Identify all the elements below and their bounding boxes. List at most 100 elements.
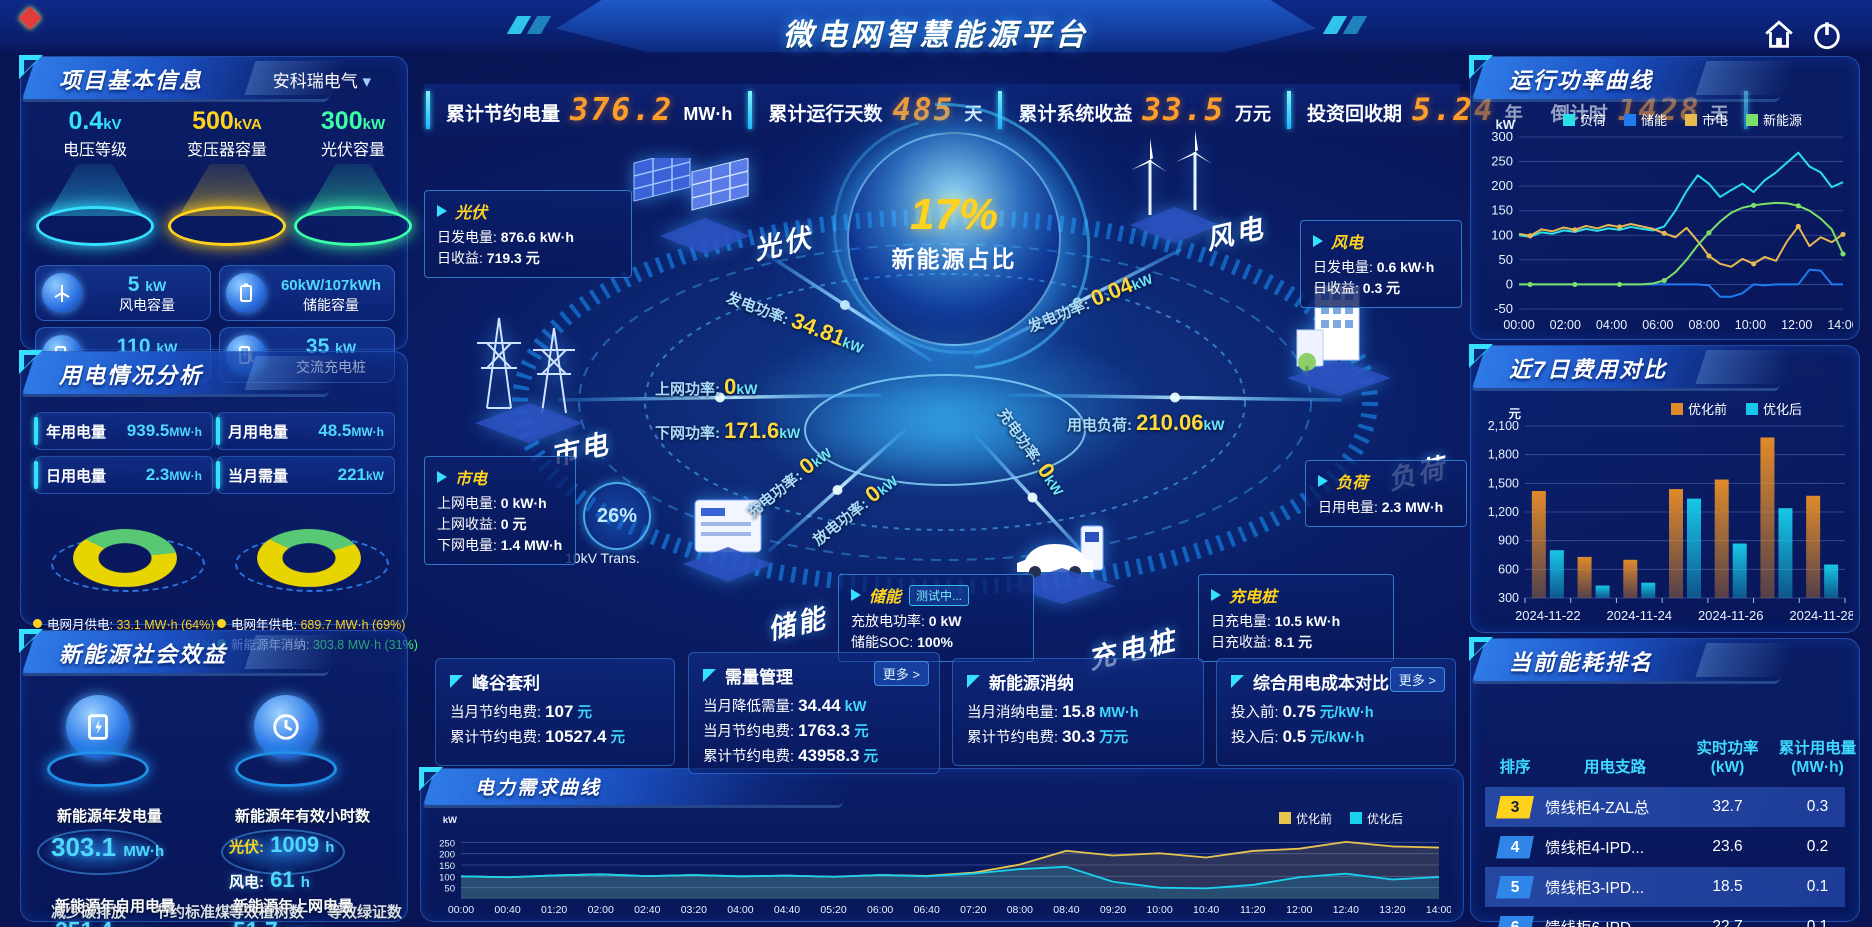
benefit-row: 当月节约电费: 1763.3 元	[703, 721, 869, 740]
coal-label: 节约标准煤	[155, 904, 231, 921]
more-button[interactable]: 更多 >	[1389, 667, 1445, 692]
flow-label-1: 上网功率: 0kW	[655, 374, 758, 399]
grid-info-title: 市电	[437, 465, 565, 489]
svg-text:04:00: 04:00	[1596, 318, 1627, 332]
cumulative-energy: 0.2	[1806, 838, 1829, 855]
branch-name: 馈线柜4-IPD...	[1545, 840, 1645, 857]
home-icon[interactable]	[1762, 18, 1796, 52]
power-analysis-body: 年用电量 939.5MW·h 月用电量 48.5MW·h 日用电量 2.3MW·h 当月需量…	[21, 398, 418, 652]
svg-text:01:20: 01:20	[541, 904, 567, 916]
spotlight-label: 变压器容量	[186, 142, 267, 159]
co2-label: 减少碳排放	[51, 904, 127, 921]
flow-label-6: 用电负荷: 210.06kW	[1067, 410, 1225, 435]
social-benefit-header: 新能源社会效益	[15, 629, 407, 675]
load-info-box: 负荷 日用电量: 2.3 MW·h	[1305, 460, 1467, 527]
consumption-donut-0	[73, 528, 177, 588]
spotlight-value: 0.4kV	[68, 107, 122, 135]
legend-dot	[217, 619, 226, 628]
metric-0: 年用电量 939.5MW·h	[34, 412, 213, 450]
rank-badge: 6	[1496, 915, 1534, 927]
info-row: 充放电功率: 0 kW	[851, 613, 962, 629]
charger-info-box: 充电桩 日充电量: 10.5 kW·h 日充收益: 8.1 元	[1198, 574, 1394, 662]
rank-badge: 3	[1496, 795, 1534, 819]
capacity-value: 60kW/107kWh	[280, 277, 382, 294]
benefit-card-0: 峰谷套利 当月节约电费: 107 元累计节约电费: 10527.4 元	[435, 658, 675, 766]
metric-value: 221kW	[337, 465, 384, 484]
self-use-label: 新能源年自用电量	[55, 898, 176, 915]
info-arrow-icon	[851, 589, 861, 601]
energy-ranking-panel: 当前能耗排名 排序 用电支路 实时功率 (kW) 累计用电量 (MW·h) 3 馈线柜4-ZA…	[1469, 637, 1860, 927]
title-plate	[556, 0, 1316, 52]
cost-compare-chart: 300 600 900 1,200 1,500 1,800 2,100 元 2024-11-22…	[1471, 394, 1859, 632]
hours-glow	[221, 829, 345, 875]
svg-text:12:00: 12:00	[1781, 318, 1812, 332]
power-analysis-header: 用电情况分析	[15, 350, 407, 396]
battery-icon	[226, 273, 266, 313]
svg-text:100: 100	[439, 872, 455, 883]
storage-node-icon	[673, 492, 783, 587]
svg-text:元: 元	[1508, 407, 1521, 421]
svg-text:优化前: 优化前	[1688, 402, 1727, 417]
rank-badge: 4	[1496, 835, 1534, 859]
social-benefit-body: 新能源年发电量 303.1 MW·h 新能源年有效小时数 光伏: 1009 h …	[21, 677, 407, 927]
info-row: 下网电量: 1.4 MW·h	[437, 537, 563, 553]
stat-value: 485	[892, 92, 955, 128]
spotlight-label: 电压等级	[62, 142, 127, 159]
svg-text:06:00: 06:00	[1642, 318, 1673, 332]
svg-text:100: 100	[1491, 227, 1513, 242]
svg-text:2,100: 2,100	[1488, 419, 1519, 433]
more-button[interactable]: 更多 >	[873, 661, 929, 686]
svg-text:200: 200	[1491, 178, 1513, 193]
svg-text:2024-11-24: 2024-11-24	[1607, 608, 1673, 623]
social-benefit-panel: 新能源社会效益 新能源年发电量 303.1 MW·h 新能源年有效小时数 光伏:…	[19, 629, 408, 927]
ranking-row-6[interactable]: 6 馈线柜6-IPD 22.7 0.1	[1485, 907, 1845, 927]
info-arrow-icon	[437, 205, 447, 217]
gen-label: 新能源年发电量	[57, 808, 163, 825]
stat-item-0: 累计节约电量 376.2 MW·h	[432, 92, 746, 128]
demand-curve-chart: 50 100 150 200 250 kW 00:00 00:40 01:20 02:00 02:4…	[421, 809, 1463, 921]
pv-hours: 光伏: 1009 h	[229, 832, 335, 857]
benefit-row: 当月节约电费: 107 元	[450, 702, 592, 721]
ranking-row-4[interactable]: 4 馈线柜4-IPD... 23.6 0.2	[1485, 827, 1845, 867]
metric-1: 月用电量 48.5MW·h	[216, 412, 395, 450]
svg-text:14:00: 14:00	[1426, 904, 1451, 916]
svg-text:10:00: 10:00	[1735, 318, 1766, 332]
svg-text:150: 150	[1491, 203, 1513, 218]
metric-label: 当月需量	[228, 467, 289, 485]
svg-text:2024-11-26: 2024-11-26	[1698, 608, 1764, 623]
info-row: 储能SOC: 100%	[851, 634, 953, 650]
ranking-row-5[interactable]: 5 馈线柜3-IPD... 18.5 0.1	[1485, 867, 1845, 907]
svg-text:-50: -50	[1494, 301, 1513, 316]
power-icon[interactable]	[1810, 18, 1844, 52]
svg-text:06:00: 06:00	[867, 904, 893, 916]
donut-legend-0: 电网月供电: 33.1 MW·h (64%)	[33, 614, 214, 633]
info-row: 日收益: 719.3 元	[437, 250, 540, 266]
spotlight-ring	[168, 206, 286, 246]
metric-3: 当月需量 221kW	[216, 456, 395, 494]
benefit-row: 累计节约电费: 10527.4 元	[450, 727, 626, 746]
self-use-value: 251.4 MW·h	[55, 917, 160, 927]
wind-info-title: 风电	[1313, 229, 1451, 253]
cumulative-energy: 0.1	[1806, 918, 1829, 927]
power-curve-chart: -50 0 50 100 150 200 250 300 kW 00:00 02:00 04:00 06…	[1471, 107, 1859, 339]
storage-info-title: 储能 测试中...	[851, 583, 1023, 607]
info-row: 日充电量: 10.5 kW·h	[1211, 613, 1341, 629]
legend-dot	[33, 619, 42, 628]
info-row: 日充收益: 8.1 元	[1211, 634, 1313, 650]
ranking-row-3[interactable]: 3 馈线柜4-ZAL总 32.7 0.3	[1485, 787, 1845, 827]
metric-label: 月用电量	[228, 423, 289, 441]
svg-text:14:00: 14:00	[1827, 318, 1853, 332]
grid-info-box: 市电 上网电量: 0 kW·h 上网收益: 0 元下网电量: 1.4 MW·h	[424, 456, 576, 565]
benefit-card-title: 新能源消纳	[967, 669, 1189, 694]
company-select[interactable]: 安科瑞电气 ▾	[273, 67, 371, 92]
capacity-card-0: 5 kW 风电容量	[35, 265, 211, 321]
svg-text:1,800: 1,800	[1488, 448, 1519, 462]
legend-text: 电网月供电: 33.1 MW·h (64%)	[47, 618, 215, 632]
svg-text:09:20: 09:20	[1100, 904, 1126, 916]
trees-label: 等效植树数	[229, 904, 305, 921]
info-arrow-icon	[437, 471, 447, 483]
svg-text:900: 900	[1498, 534, 1519, 548]
metric-value: 48.5MW·h	[318, 421, 384, 440]
metric-value: 2.3MW·h	[145, 465, 202, 484]
